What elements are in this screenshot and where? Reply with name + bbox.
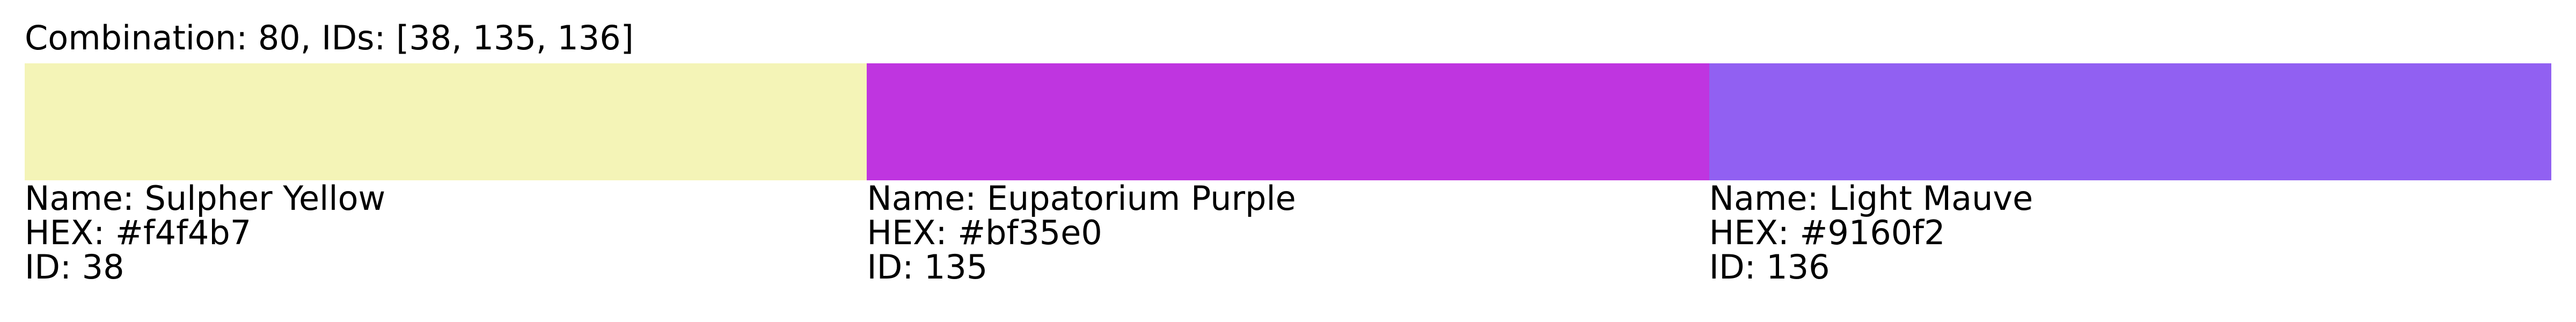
- color-hex: HEX: #9160f2: [1709, 213, 1945, 252]
- color-name: Name: Light Mauve: [1709, 179, 2033, 218]
- color-label-sulpher-yellow: Name: Sulpher Yellow HEX: #f4f4b7 ID: 38: [25, 181, 867, 284]
- color-hex: HEX: #f4f4b7: [25, 213, 252, 252]
- color-id: ID: 135: [867, 247, 988, 287]
- color-label-eupatorium-purple: Name: Eupatorium Purple HEX: #bf35e0 ID:…: [867, 181, 1709, 284]
- color-swatch-sulpher-yellow: [25, 63, 867, 180]
- color-id: ID: 38: [25, 247, 125, 287]
- color-label-row: Name: Sulpher Yellow HEX: #f4f4b7 ID: 38…: [25, 181, 2551, 284]
- color-hex: HEX: #bf35e0: [867, 213, 1102, 252]
- combination-title: Combination: 80, IDs: [38, 135, 136]: [25, 18, 634, 57]
- color-swatch-eupatorium-purple: [867, 63, 1709, 180]
- color-name: Name: Sulpher Yellow: [25, 179, 386, 218]
- color-label-light-mauve: Name: Light Mauve HEX: #9160f2 ID: 136: [1709, 181, 2551, 284]
- color-id: ID: 136: [1709, 247, 1830, 287]
- color-swatch-light-mauve: [1709, 63, 2551, 180]
- color-name: Name: Eupatorium Purple: [867, 179, 1296, 218]
- color-swatch-row: [25, 63, 2551, 180]
